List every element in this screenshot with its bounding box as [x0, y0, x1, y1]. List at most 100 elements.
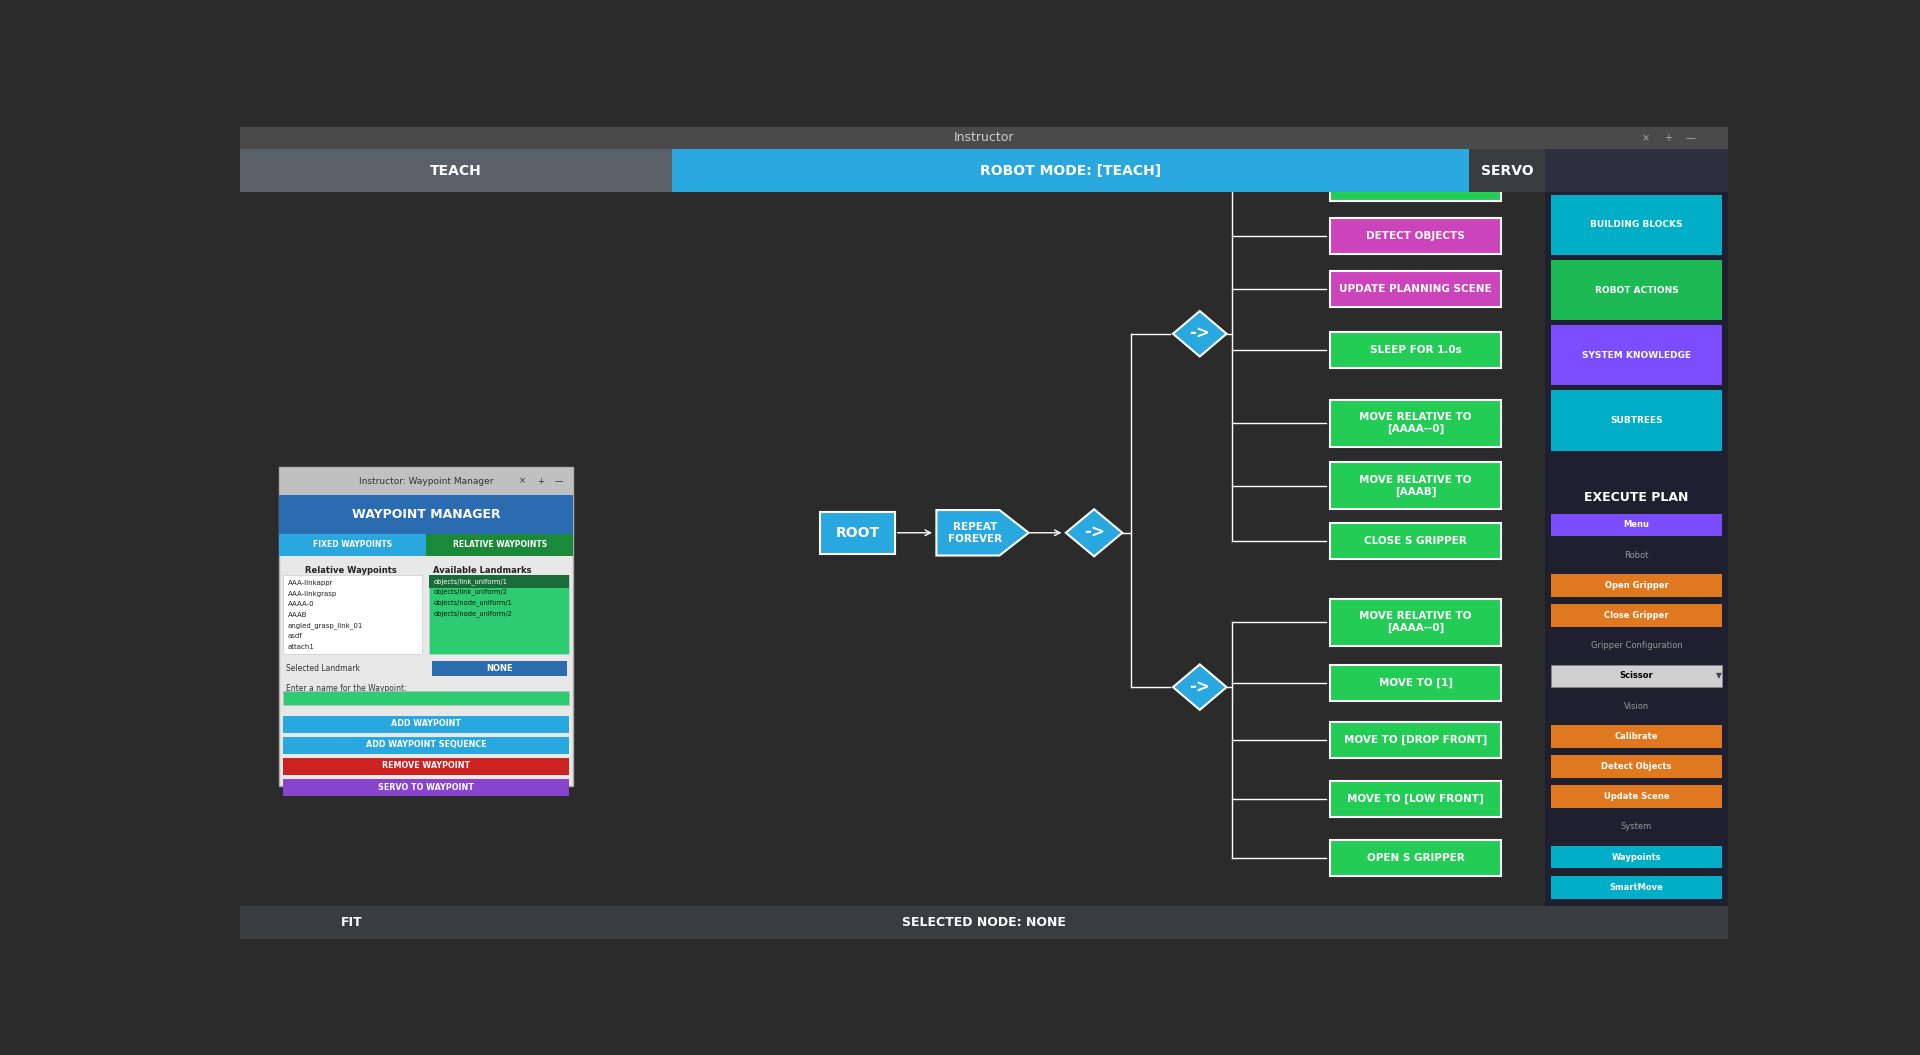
Text: AAAB: AAAB [288, 612, 307, 618]
FancyBboxPatch shape [1331, 840, 1501, 876]
Text: Scissor: Scissor [1620, 671, 1653, 680]
Text: AAA-linkappr: AAA-linkappr [288, 580, 332, 587]
FancyBboxPatch shape [1551, 785, 1722, 808]
Text: REPEAT
FOREVER: REPEAT FOREVER [948, 522, 1002, 543]
FancyBboxPatch shape [426, 535, 574, 556]
FancyBboxPatch shape [1551, 514, 1722, 536]
Text: EXECUTE PLAN: EXECUTE PLAN [1584, 492, 1690, 504]
FancyBboxPatch shape [1551, 195, 1722, 255]
Text: FIT: FIT [340, 916, 363, 929]
Text: Gripper Configuration: Gripper Configuration [1590, 641, 1682, 650]
FancyBboxPatch shape [282, 736, 568, 753]
Text: MOVE RELATIVE TO
[AAAB]: MOVE RELATIVE TO [AAAB] [1359, 475, 1473, 497]
Text: REMOVE WAYPOINT: REMOVE WAYPOINT [382, 762, 470, 770]
FancyBboxPatch shape [820, 512, 895, 554]
Text: Instructor: Instructor [954, 132, 1014, 145]
FancyBboxPatch shape [1331, 218, 1501, 254]
Text: objects/link_uniform/1: objects/link_uniform/1 [434, 578, 507, 584]
Text: ROOT: ROOT [835, 525, 879, 540]
Text: ROBOT ACTIONS: ROBOT ACTIONS [1596, 286, 1678, 294]
FancyBboxPatch shape [1551, 260, 1722, 321]
Text: SERVO TO WAYPOINT: SERVO TO WAYPOINT [378, 783, 474, 791]
Text: SLEEP FOR 1.0s: SLEEP FOR 1.0s [1369, 345, 1461, 354]
FancyBboxPatch shape [1551, 390, 1722, 450]
Text: ×: × [1642, 133, 1649, 143]
Polygon shape [1173, 665, 1227, 710]
Text: +: + [538, 477, 543, 485]
FancyBboxPatch shape [1331, 722, 1501, 757]
FancyBboxPatch shape [278, 496, 574, 535]
FancyBboxPatch shape [1331, 271, 1501, 307]
Text: ROBOT MODE: [TEACH]: ROBOT MODE: [TEACH] [979, 164, 1162, 178]
FancyBboxPatch shape [672, 150, 1469, 192]
FancyBboxPatch shape [1546, 150, 1728, 192]
Text: —: — [555, 477, 563, 485]
Text: MOVE TO [START]: MOVE TO [START] [1363, 178, 1467, 189]
Text: attach1: attach1 [288, 644, 315, 650]
Text: SERVO: SERVO [1480, 164, 1534, 178]
FancyBboxPatch shape [1551, 605, 1722, 627]
Text: Robot: Robot [1624, 551, 1649, 560]
Text: ->: -> [1083, 523, 1104, 542]
FancyBboxPatch shape [1331, 666, 1501, 701]
FancyBboxPatch shape [1331, 598, 1501, 646]
FancyBboxPatch shape [278, 467, 574, 496]
Text: AAAA-0: AAAA-0 [288, 601, 315, 608]
FancyBboxPatch shape [428, 575, 568, 654]
Text: Relative Waypoints: Relative Waypoints [305, 565, 397, 575]
Text: MOVE RELATIVE TO
[AAAA--0]: MOVE RELATIVE TO [AAAA--0] [1359, 413, 1473, 434]
Text: asdf: asdf [288, 633, 301, 639]
Text: System: System [1620, 823, 1651, 831]
Text: Selected Landmark: Selected Landmark [286, 664, 361, 673]
Text: objects/link_uniform/2: objects/link_uniform/2 [434, 589, 507, 595]
Text: +: + [1665, 133, 1672, 143]
Text: OPEN S GRIPPER: OPEN S GRIPPER [1367, 852, 1465, 863]
FancyBboxPatch shape [1551, 325, 1722, 385]
FancyBboxPatch shape [1331, 523, 1501, 559]
FancyBboxPatch shape [240, 906, 1728, 939]
FancyBboxPatch shape [1331, 462, 1501, 510]
FancyBboxPatch shape [1469, 150, 1546, 192]
FancyBboxPatch shape [282, 757, 568, 774]
Text: angled_grasp_link_01: angled_grasp_link_01 [288, 622, 363, 629]
Text: SELECTED NODE: NONE: SELECTED NODE: NONE [902, 916, 1066, 929]
Text: SUBTREES: SUBTREES [1611, 416, 1663, 425]
FancyBboxPatch shape [1551, 574, 1722, 597]
FancyBboxPatch shape [1331, 782, 1501, 817]
Text: MOVE TO [1]: MOVE TO [1] [1379, 678, 1453, 688]
FancyBboxPatch shape [1546, 192, 1728, 906]
FancyBboxPatch shape [282, 779, 568, 795]
Text: ▼: ▼ [1716, 671, 1722, 680]
FancyBboxPatch shape [1551, 725, 1722, 748]
FancyBboxPatch shape [428, 575, 568, 588]
Text: DETECT OBJECTS: DETECT OBJECTS [1367, 231, 1465, 242]
Text: objects/node_uniform/1: objects/node_uniform/1 [434, 599, 513, 606]
FancyBboxPatch shape [1331, 400, 1501, 446]
Text: Detect Objects: Detect Objects [1601, 762, 1672, 771]
FancyBboxPatch shape [278, 535, 426, 556]
Text: objects/node_uniform/2: objects/node_uniform/2 [434, 610, 513, 616]
FancyBboxPatch shape [240, 127, 1728, 150]
Text: Waypoints: Waypoints [1611, 852, 1661, 862]
Text: Available Landmarks: Available Landmarks [434, 565, 532, 575]
FancyBboxPatch shape [1331, 166, 1501, 202]
Text: ->: -> [1188, 325, 1210, 343]
FancyBboxPatch shape [282, 691, 568, 705]
Text: Open Gripper: Open Gripper [1605, 581, 1668, 590]
Polygon shape [1173, 311, 1227, 357]
FancyBboxPatch shape [278, 467, 574, 786]
Text: RELATIVE WAYPOINTS: RELATIVE WAYPOINTS [453, 540, 547, 550]
Text: MOVE TO [DROP FRONT]: MOVE TO [DROP FRONT] [1344, 734, 1488, 745]
Text: ->: -> [1188, 678, 1210, 696]
FancyBboxPatch shape [282, 575, 422, 654]
FancyBboxPatch shape [1551, 755, 1722, 778]
FancyBboxPatch shape [240, 150, 672, 192]
FancyBboxPatch shape [1551, 665, 1722, 687]
Text: Enter a name for the Waypoint:: Enter a name for the Waypoint: [286, 685, 407, 693]
Text: TEACH: TEACH [430, 164, 482, 178]
FancyBboxPatch shape [1331, 332, 1501, 368]
Text: SmartMove: SmartMove [1609, 883, 1663, 891]
FancyBboxPatch shape [1551, 876, 1722, 899]
Text: Close Gripper: Close Gripper [1605, 611, 1668, 620]
FancyBboxPatch shape [282, 715, 568, 732]
